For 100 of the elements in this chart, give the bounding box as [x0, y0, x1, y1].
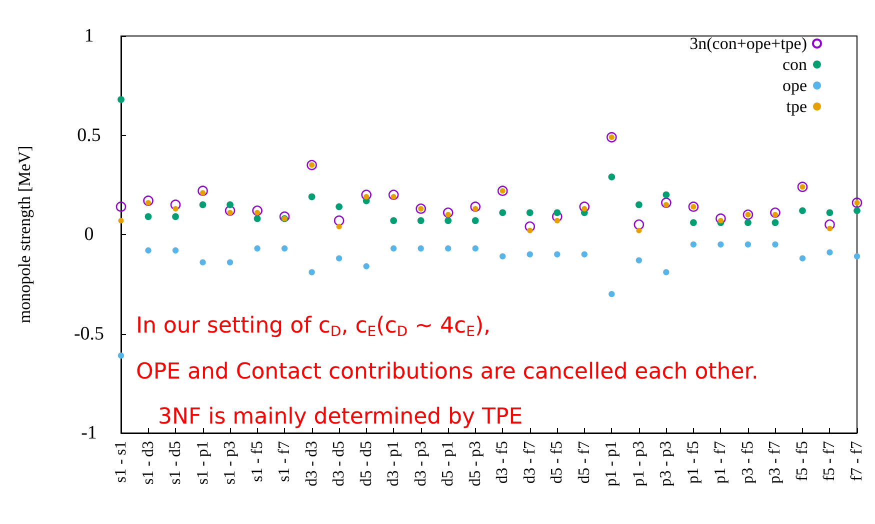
point [690, 241, 697, 248]
point [608, 173, 616, 180]
x-tick-label: s1 - p1 [194, 441, 212, 485]
point [663, 269, 670, 276]
point [472, 245, 478, 252]
point [390, 245, 397, 252]
x-tick-label: s1 - f5 [248, 441, 266, 482]
point [470, 202, 481, 212]
x-tick-label: p3 - f5 [739, 441, 756, 484]
point [198, 186, 208, 196]
legend-label: con [782, 55, 808, 74]
point [744, 219, 752, 226]
point [554, 209, 561, 216]
y-axis-title: monopole strength [MeV] [15, 146, 34, 324]
point [306, 160, 317, 170]
x-tick-label: p3 - f7 [766, 441, 784, 484]
point [826, 249, 833, 256]
point [334, 215, 344, 226]
point [199, 201, 206, 208]
x-tick-label: s1 - p3 [222, 441, 239, 485]
point [608, 290, 615, 298]
point [526, 251, 533, 258]
point [772, 219, 779, 226]
point [279, 211, 290, 222]
x-tick-label: s1 - d5 [167, 441, 184, 485]
y-tick-label: -1 [81, 422, 97, 444]
x-tick-label: d5 - p1 [440, 441, 457, 486]
x-tick-label: d3 - d3 [303, 441, 320, 486]
point [852, 198, 862, 208]
point [118, 218, 124, 224]
point [636, 228, 642, 234]
point [308, 193, 316, 200]
legend-label: 3n(con+ope+tpe) [690, 34, 807, 53]
point [388, 190, 399, 200]
y-tick-label: -0.5 [74, 323, 104, 344]
y-tick-label: 0 [84, 224, 94, 245]
point [854, 207, 860, 214]
x-tick-label: d5 - d5 [358, 441, 375, 486]
legend-label: tpe [786, 97, 807, 116]
y-tick-label: 0.5 [77, 124, 101, 146]
point [226, 259, 234, 266]
point [418, 245, 424, 252]
point [770, 208, 780, 218]
point [145, 247, 152, 254]
legend-label: ope [782, 76, 807, 95]
point [226, 201, 234, 208]
point [281, 245, 288, 252]
point [361, 190, 372, 200]
x-tick-label: s1 - s1 [112, 441, 130, 483]
point [826, 226, 832, 232]
point [224, 206, 236, 216]
point [445, 245, 452, 252]
x-tick-label: p1 - p1 [603, 441, 620, 486]
x-tick-label: p3 - p3 [658, 441, 675, 486]
point [661, 198, 672, 208]
point [854, 253, 860, 260]
point [118, 96, 124, 103]
point [172, 213, 179, 220]
point [144, 213, 152, 220]
annotation: 3NF is mainly determined by TPE [158, 404, 523, 430]
x-tick-label: d3 - p1 [385, 441, 402, 486]
point [497, 186, 508, 196]
annotation: OPE and Contact contributions are cancelled each other. [136, 360, 758, 384]
point [772, 241, 778, 248]
x-tick-label: f5 - f7 [821, 441, 838, 481]
point [444, 217, 452, 224]
x-tick-label: p1 - f5 [684, 441, 702, 484]
point [744, 241, 752, 248]
point [688, 202, 699, 212]
point [252, 206, 262, 216]
point [527, 228, 533, 234]
point [308, 269, 315, 276]
x-tick-label: f7 - f7 [848, 441, 866, 481]
x-tick-label: p1 - f7 [712, 441, 730, 484]
point [116, 202, 126, 212]
point [363, 263, 370, 270]
x-tick-label: d5 - f5 [548, 441, 566, 484]
point [336, 255, 342, 262]
point [524, 221, 536, 232]
point [336, 224, 342, 230]
x-tick-label: s1 - f7 [276, 441, 294, 482]
x-tick-label: d5 - p3 [466, 441, 484, 486]
point [118, 352, 124, 359]
point [472, 217, 479, 224]
point [718, 241, 724, 248]
x-tick-label: d3 - p3 [412, 441, 430, 486]
point [799, 207, 806, 214]
point [554, 251, 560, 258]
point [635, 201, 642, 208]
point [799, 255, 806, 262]
point [636, 257, 642, 264]
point [526, 209, 534, 216]
point [254, 215, 261, 222]
point [172, 206, 178, 212]
point [172, 247, 179, 254]
point [797, 182, 808, 192]
point [716, 213, 726, 224]
point [417, 217, 424, 224]
x-tick-label: p1 - p3 [630, 441, 648, 486]
point [143, 196, 154, 206]
